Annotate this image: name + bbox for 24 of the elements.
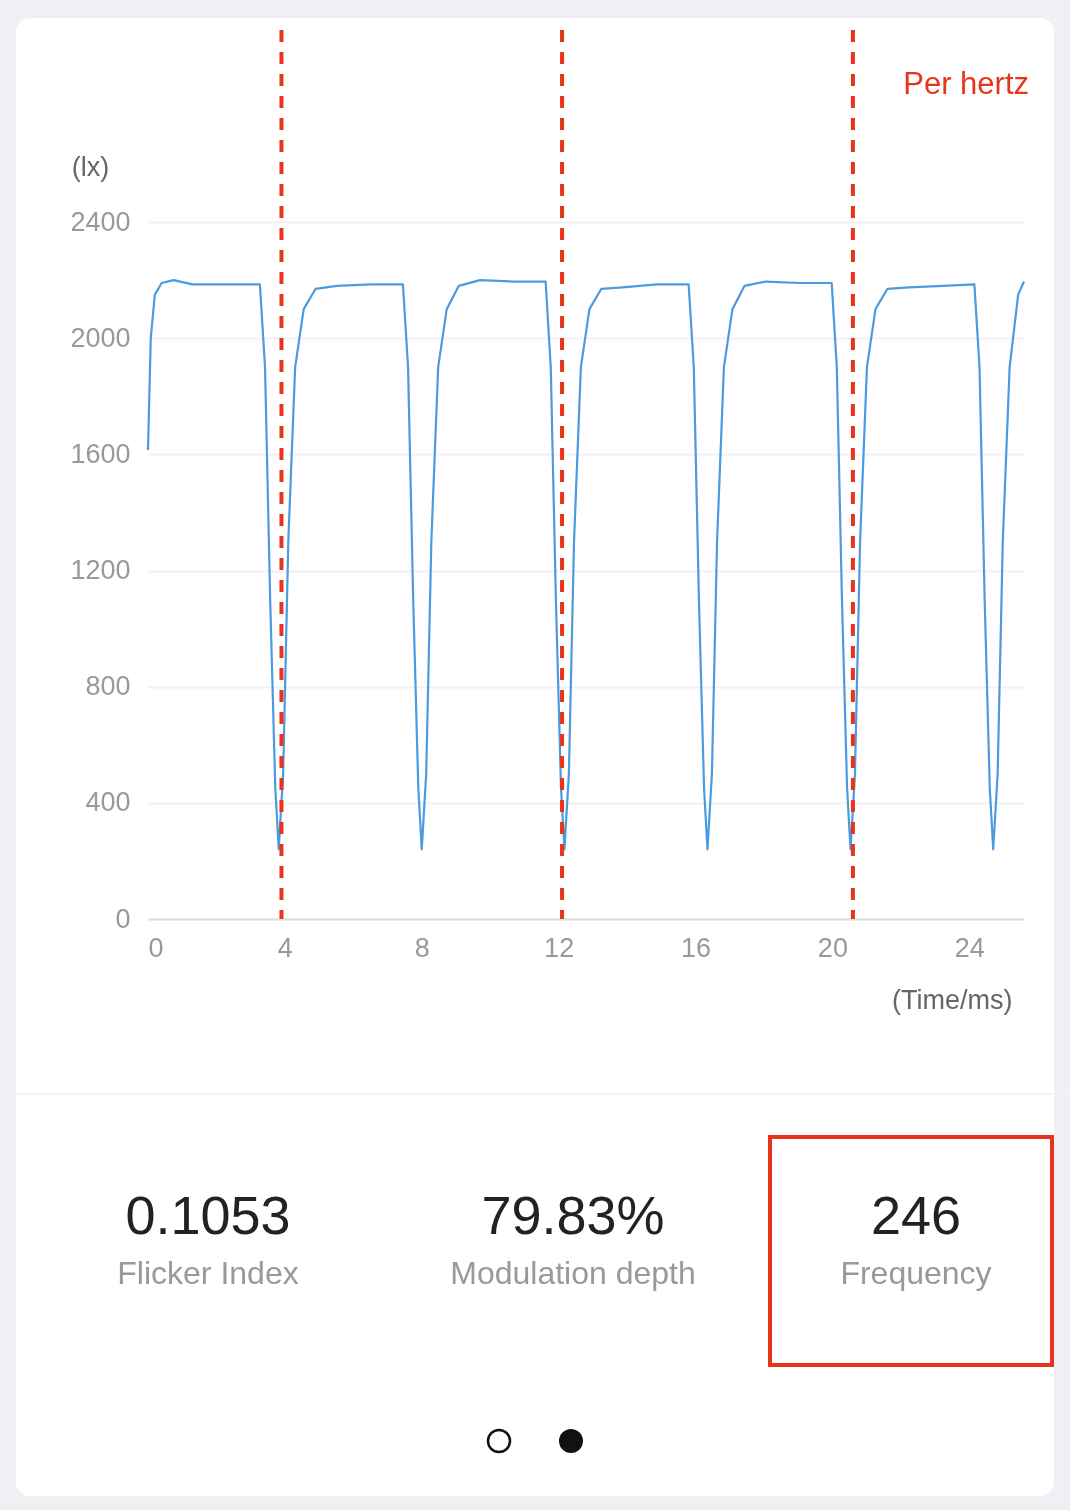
text: Per hertz: [903, 66, 1029, 101]
text: 79.83%: [480, 1185, 666, 1245]
x-tick-label: 24: [954, 932, 985, 963]
x-tick-label: 0: [148, 932, 164, 963]
y-tick-label: 1600: [70, 438, 131, 469]
x-tick-label: 4: [277, 932, 293, 963]
y-tick-label: 0: [115, 903, 131, 934]
x-tick-label: 8: [414, 932, 430, 963]
text: 0.1053: [124, 1185, 292, 1245]
y-tick-label: 800: [85, 671, 131, 702]
y-tick-label: 1200: [70, 555, 131, 585]
y-tick-label: 2000: [70, 322, 131, 353]
text: Flicker Index: [116, 1255, 300, 1292]
x-tick-label: 12: [544, 932, 575, 963]
x-tick-label: 16: [680, 932, 712, 963]
y-tick-label: 400: [85, 787, 131, 818]
y-axis-title: (lx): [71, 151, 110, 182]
text: Modulation depth: [449, 1255, 697, 1292]
x-axis-title: (Time/ms): [892, 984, 1013, 1015]
text: Frequency: [839, 1255, 993, 1292]
y-tick-label: 2400: [70, 206, 131, 237]
text: 246: [869, 1185, 963, 1245]
line-series: [146, 278, 1026, 851]
x-tick-label: 20: [817, 932, 848, 963]
